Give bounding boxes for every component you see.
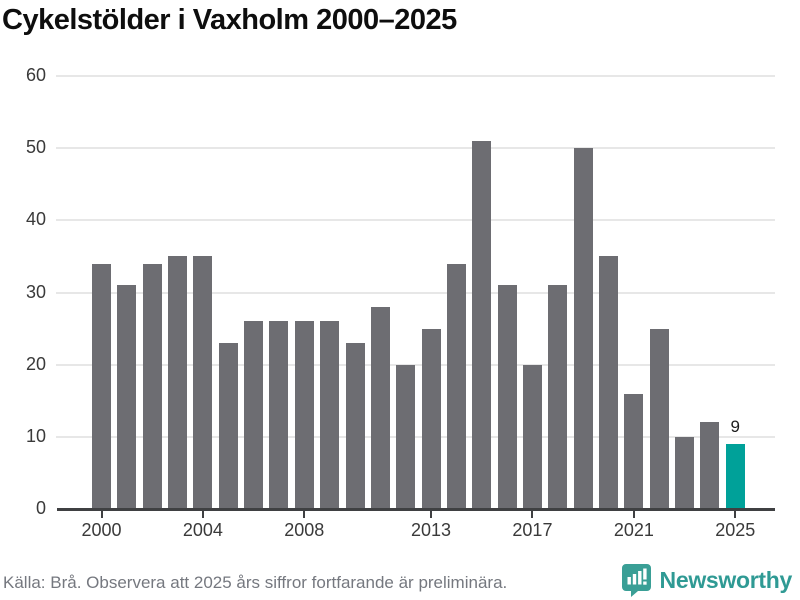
- y-axis-label-20: 20: [25, 353, 46, 374]
- bar-2021: [624, 393, 644, 509]
- x-tick-2008: [303, 511, 306, 518]
- bar-2014: [446, 263, 466, 509]
- gridline-y-60: [56, 75, 775, 77]
- bar-2023: [675, 436, 695, 509]
- bar-2002: [142, 263, 162, 509]
- bar-2012: [396, 364, 416, 509]
- x-axis-label-2025: 2025: [715, 520, 756, 540]
- x-axis-label-2021: 2021: [613, 520, 654, 540]
- x-axis-label-2004: 2004: [182, 520, 223, 540]
- bar-2007: [269, 321, 289, 509]
- bar-2015: [472, 140, 492, 509]
- bar-2017: [522, 364, 542, 509]
- bar-2008: [294, 321, 314, 509]
- bar-2011: [370, 306, 390, 509]
- gridline-y-20: [56, 363, 775, 366]
- bar-2000: [92, 263, 111, 509]
- bar-2018: [548, 285, 568, 509]
- x-axis-label-2017: 2017: [512, 520, 553, 540]
- bar-2025: [725, 444, 745, 509]
- bar-2005: [218, 343, 238, 509]
- x-tick-2000: [100, 511, 103, 518]
- x-tick-2004: [201, 511, 204, 518]
- x-tick-2025: [734, 511, 737, 518]
- y-axis-label-30: 30: [25, 281, 46, 302]
- source-note: Källa: Brå. Observera att 2025 års siffr…: [3, 573, 508, 592]
- x-axis-label-2000: 2000: [81, 520, 122, 540]
- y-axis-label-60: 60: [25, 65, 46, 85]
- y-axis-label-10: 10: [25, 425, 46, 446]
- x-axis-label-2008: 2008: [284, 520, 325, 540]
- bar-2013: [421, 328, 441, 509]
- x-axis-label-2013: 2013: [411, 520, 452, 540]
- brand-name: Newsworthy: [659, 566, 793, 593]
- bar-2022: [649, 328, 669, 509]
- chart-title: Cykelstölder i Vaxholm 2000–2025: [2, 4, 457, 36]
- newsworthy-logo-icon: [621, 563, 652, 597]
- gridline-y-10: [56, 435, 775, 438]
- y-axis-label-40: 40: [25, 209, 46, 230]
- gridline-y-30: [56, 291, 775, 294]
- x-axis-line: [57, 508, 775, 511]
- gridline-y-50: [56, 147, 775, 150]
- bar-2006: [244, 321, 264, 509]
- x-tick-2021: [632, 511, 635, 518]
- gridline-y-40: [56, 219, 775, 222]
- x-tick-2017: [531, 511, 534, 518]
- x-tick-2013: [430, 511, 433, 518]
- y-axis-label-50: 50: [25, 137, 46, 158]
- bar-2016: [497, 285, 517, 509]
- bar-2020: [599, 256, 618, 509]
- bar-2009: [320, 321, 340, 509]
- bar-2003: [168, 256, 188, 509]
- highlight-value-label: 9: [730, 417, 740, 437]
- y-axis-label-0: 0: [35, 498, 46, 518]
- bar-2001: [117, 285, 137, 509]
- bar-2019: [573, 148, 593, 509]
- branding: Newsworthy: [621, 563, 792, 597]
- bar-2010: [345, 343, 365, 509]
- bar-2004: [193, 256, 213, 509]
- bar-2024: [700, 422, 720, 509]
